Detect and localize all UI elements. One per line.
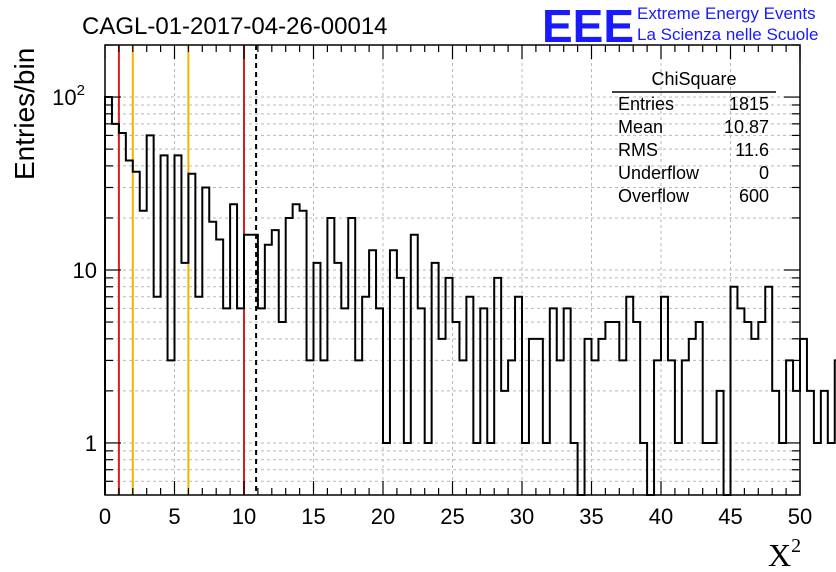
stats-title: ChiSquare — [651, 69, 736, 89]
x-tick-label: 30 — [510, 504, 534, 529]
stats-label: Entries — [618, 94, 674, 114]
reference-lines — [117, 45, 258, 495]
y-tick-label: 1 — [85, 431, 97, 456]
x-tick-label: 50 — [788, 504, 812, 529]
stats-value: 0 — [759, 163, 769, 183]
y-tick-label: 10 — [73, 258, 97, 283]
stats-value: 600 — [739, 186, 769, 206]
x-tick-label: 10 — [232, 504, 256, 529]
x-tick-label: 15 — [301, 504, 325, 529]
logo-line1: Extreme Energy Events — [637, 4, 816, 23]
tick-labels: 0 5 10 15 20 25 30 35 40 45 50 1 10 102 — [52, 82, 812, 529]
y-axis-label: Entries/bin — [9, 48, 40, 180]
x-tick-label: 5 — [168, 504, 180, 529]
logo-mark: EEE — [542, 0, 634, 52]
y-tick-label: 102 — [52, 82, 85, 110]
x-tick-label: 0 — [99, 504, 111, 529]
x-tick-label: 45 — [718, 504, 742, 529]
stats-label: RMS — [618, 140, 658, 160]
x-tick-label: 20 — [371, 504, 395, 529]
x-tick-label: 25 — [440, 504, 464, 529]
chart-title: CAGL-01-2017-04-26-00014 — [82, 13, 388, 40]
stats-value: 10.87 — [724, 117, 769, 137]
stats-value: 1815 — [729, 94, 769, 114]
x-tick-label: 40 — [649, 504, 673, 529]
logo-line2: La Scienza nelle Scuole — [637, 25, 818, 44]
stats-label: Underflow — [618, 163, 700, 183]
stats-label: Mean — [618, 117, 663, 137]
eee-logo: EEE Extreme Energy Events La Scienza nel… — [542, 0, 818, 52]
x-axis-label-main: X — [768, 537, 791, 572]
stats-value: 11.6 — [735, 140, 769, 160]
histogram-series — [104, 96, 836, 496]
stats-box: ChiSquare Entries 1815 Mean 10.87 RMS 11.6 Und… — [612, 69, 776, 206]
x-axis-label: X2 — [768, 535, 801, 572]
x-tick-label: 35 — [579, 504, 603, 529]
stats-label: Overflow — [618, 186, 690, 206]
axes — [104, 44, 801, 496]
grid — [105, 45, 800, 495]
x-axis-label-sup: 2 — [791, 535, 801, 557]
